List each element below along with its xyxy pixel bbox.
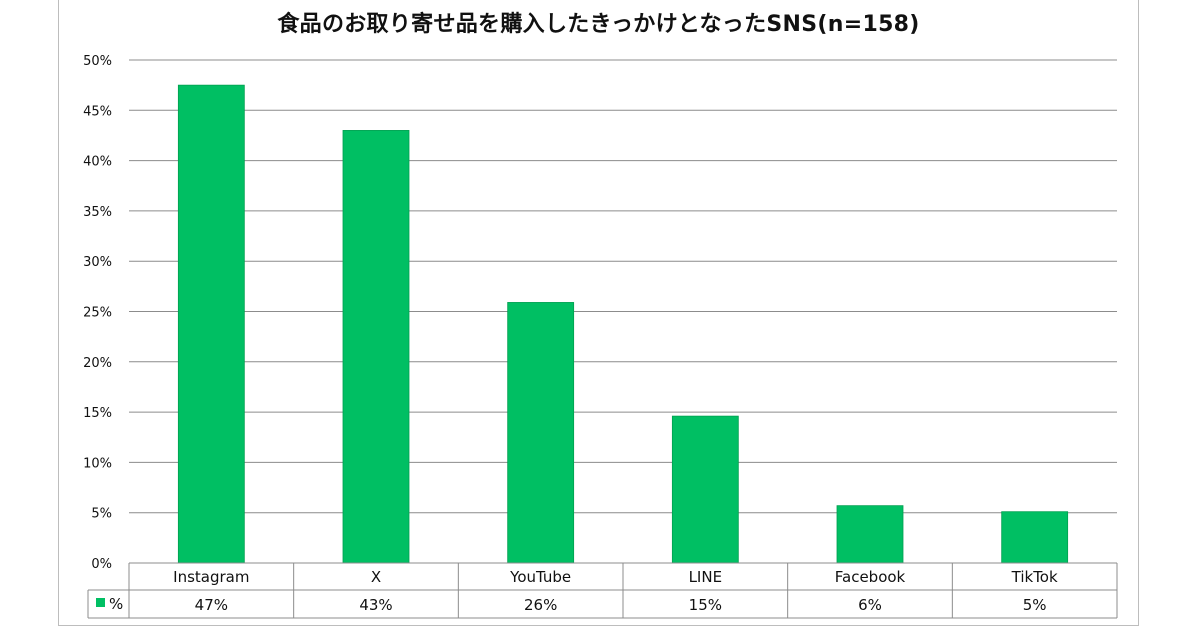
bar-line — [671, 415, 739, 564]
y-tick-label: 40% — [83, 155, 112, 170]
data-label: 26% — [524, 596, 557, 614]
bar-youtube — [507, 302, 575, 564]
category-label: Instagram — [173, 568, 249, 586]
data-table: % Instagram 47% X 43% YouTube 26% LINE 15% Facebo… — [87, 562, 1118, 619]
y-axis-tick-labels: 0% 5% 10% 15% 20% 25% 30% 35% 40% 45% 50% — [83, 54, 112, 572]
y-tick-label: 30% — [83, 255, 112, 270]
y-tick-label: 15% — [83, 406, 112, 421]
category-label: YouTube — [509, 568, 571, 586]
data-label: 43% — [359, 596, 392, 614]
legend-label: % — [109, 595, 123, 613]
data-label: 5% — [1023, 596, 1047, 614]
chart-title: 食品のお取り寄せ品を購入したきっかけとなったSNS(n=158) — [277, 12, 920, 37]
data-label: 15% — [689, 596, 722, 614]
data-label: 47% — [195, 596, 228, 614]
bars — [177, 84, 1069, 564]
bar-facebook — [836, 505, 904, 564]
category-label: X — [371, 568, 381, 586]
y-tick-label: 25% — [83, 306, 112, 321]
bar-tiktok — [1001, 511, 1069, 564]
y-tick-label: 45% — [83, 104, 112, 119]
y-tick-label: 35% — [83, 205, 112, 220]
category-label: TikTok — [1011, 568, 1058, 586]
category-label: LINE — [689, 568, 722, 586]
y-tick-label: 0% — [91, 557, 112, 572]
gridlines — [129, 59, 1117, 514]
data-label: 6% — [858, 596, 882, 614]
legend-swatch — [96, 598, 105, 607]
y-tick-label: 5% — [91, 507, 112, 522]
category-label: Facebook — [835, 568, 906, 586]
y-tick-label: 10% — [83, 456, 112, 471]
y-tick-label: 50% — [83, 54, 112, 69]
bar-instagram — [177, 84, 245, 564]
bar-x — [342, 130, 410, 564]
y-tick-label: 20% — [83, 356, 112, 371]
